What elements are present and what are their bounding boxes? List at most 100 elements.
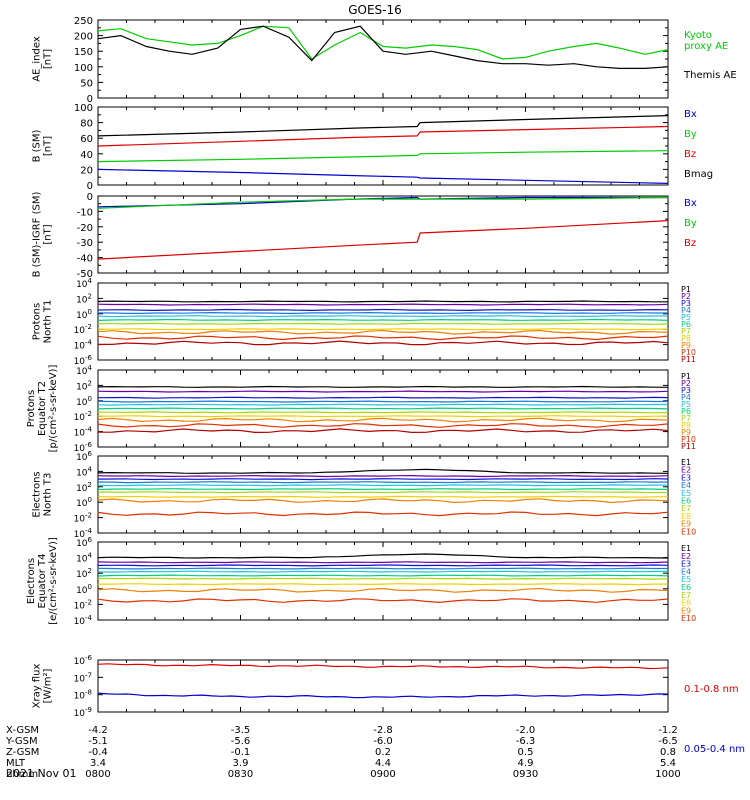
axis-label-y: Xray flux [W/m²] <box>32 664 54 709</box>
axis-label-y: Electrons North T3 <box>32 471 54 517</box>
series-line <box>98 411 669 414</box>
legend-entry: Bz <box>684 238 696 249</box>
series-line <box>97 150 669 163</box>
tick-label: -10 <box>77 207 93 218</box>
legend-entry: E6 <box>681 497 691 506</box>
axis-label-line: [nT] <box>43 136 54 156</box>
tick-label: 10-2 <box>74 512 92 525</box>
legend-entry: P8 <box>681 421 691 430</box>
tick-label: 10-7 <box>74 671 92 684</box>
panel-frame <box>97 106 669 186</box>
series-line <box>97 417 669 423</box>
tick-label: 10-6 <box>74 354 93 367</box>
panel-frame <box>97 195 669 274</box>
legend-entry: E1 <box>681 458 691 467</box>
legend-entry: E10 <box>681 614 696 623</box>
panel-protons_t1: 10-610-410-2100102104P1P2P3P4P5P6P7P8P9P… <box>32 277 697 367</box>
footer-value: -3.5 <box>231 725 251 736</box>
legend-entry: P3 <box>681 386 691 395</box>
series-line <box>97 300 668 303</box>
axis-label-line: Xray flux <box>32 664 43 709</box>
footer-row-label: hhmm <box>6 769 38 780</box>
series-line <box>97 481 668 484</box>
axis-label-line: Equator T2 <box>37 381 48 436</box>
footer-value: 0800 <box>85 769 110 780</box>
series-line <box>97 561 669 564</box>
series-line <box>97 303 669 306</box>
legend-entry: 0.1-0.8 nm <box>684 684 739 695</box>
series-line <box>97 403 668 406</box>
series-line <box>97 567 668 570</box>
tick-label: 104 <box>76 465 92 478</box>
legend-entry: P2 <box>681 292 691 301</box>
legend-entry: E10 <box>681 527 696 536</box>
legend-entry: Kyoto proxy AE <box>684 30 728 52</box>
legend-entry: By <box>684 218 697 229</box>
series-line <box>97 335 669 341</box>
footer-value: 4.4 <box>375 758 391 769</box>
panel-b_sm: 0 20 40 60 80 100 Bx By Bz Bmag B (SM) [nT] <box>32 103 714 192</box>
legend-entry: P1 <box>681 285 691 294</box>
legend-entry: P8 <box>681 334 691 343</box>
axis-label-line: B (SM) <box>32 129 43 162</box>
legend-entry: Bx <box>684 109 697 120</box>
legend-entry: P3 <box>681 299 691 308</box>
tick-label: 40 <box>80 150 93 161</box>
legend-entry: Bz <box>684 149 696 160</box>
series-line <box>97 491 669 494</box>
legend-entry: E9 <box>681 520 691 529</box>
footer-value: -1.2 <box>658 725 678 736</box>
legend-entry: Bx <box>684 198 697 209</box>
tick-label: 100 <box>74 63 93 74</box>
tick-label: 10-6 <box>74 654 93 667</box>
legend-entry: P9 <box>681 428 691 437</box>
series-line <box>98 577 669 580</box>
tick-label: -30 <box>77 238 93 249</box>
axis-label-line: North T3 <box>43 473 54 517</box>
footer-value: 5.4 <box>660 758 676 769</box>
footer-value: 3.9 <box>233 758 249 769</box>
legend-entry: P10 <box>681 348 696 357</box>
series-line <box>97 484 668 487</box>
tick-label: 10-2 <box>74 323 92 336</box>
axis-label-line: Electrons <box>32 471 43 517</box>
tick-label: 60 <box>80 134 93 145</box>
axis-label-line: North T1 <box>43 300 54 344</box>
series-line <box>97 196 669 209</box>
series-line <box>97 168 669 184</box>
panel-electrons_t4: 10-4 10-2 100 102 104 106 E1E2E3E4E5E6E7E8E9E1… <box>26 536 696 627</box>
series-line <box>97 115 669 137</box>
tick-label: 10-4 <box>74 339 93 352</box>
series-line <box>97 478 669 481</box>
tick-label: 10-2 <box>74 410 92 423</box>
axis-label-line: [W/m²] <box>43 668 54 703</box>
series-line <box>97 598 669 604</box>
footer-value: -6.5 <box>658 736 678 747</box>
footer-value: 0.5 <box>518 747 534 758</box>
footer-value: -5.1 <box>88 736 108 747</box>
footer-row-label: Z-GSM <box>6 747 39 758</box>
series-line <box>97 125 669 147</box>
tick-label: 100 <box>76 308 92 321</box>
tick-label: 0 <box>87 192 93 203</box>
legend-entry: P1 <box>681 372 691 381</box>
tick-label: 100 <box>76 583 92 596</box>
series-line <box>97 692 669 699</box>
series-line <box>97 428 669 434</box>
legend-entry: P5 <box>681 313 691 322</box>
series-line <box>97 474 669 478</box>
axis-label-line: [p/(cm²-s-sr-keV)] <box>48 365 59 453</box>
legend-entry: P7 <box>681 327 691 336</box>
series-line <box>97 25 669 70</box>
tick-label: 104 <box>76 364 92 377</box>
figure-title: GOES-16 <box>348 3 402 17</box>
footer-value: 3.4 <box>90 758 106 769</box>
legend-entry: P6 <box>681 320 691 329</box>
series-line <box>97 400 668 403</box>
tick-label: 10-8 <box>74 689 92 702</box>
series-line <box>97 318 669 322</box>
tick-label: 102 <box>76 379 92 392</box>
series-line <box>97 587 669 593</box>
